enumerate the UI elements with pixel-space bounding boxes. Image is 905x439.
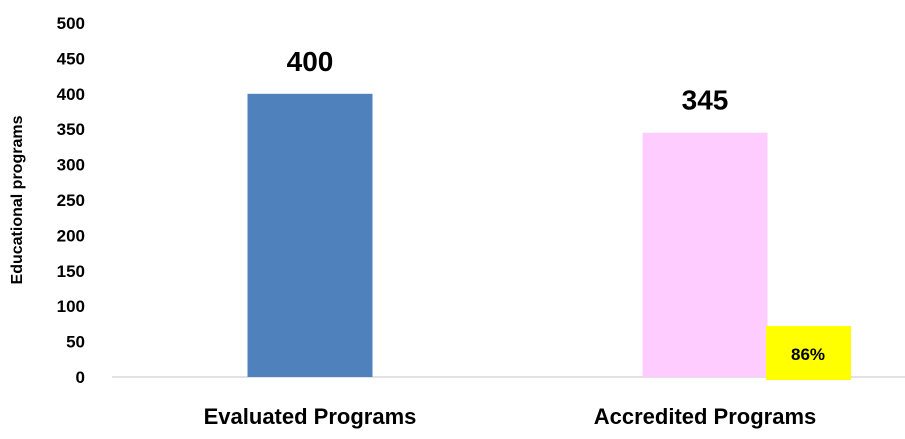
y-tick-label: 450 (57, 49, 85, 68)
y-tick-label: 150 (57, 262, 85, 281)
bar-accredited-programs (642, 132, 768, 377)
y-axis-ticks: 0 50 100 150 200 250 300 350 400 450 500 (57, 14, 85, 387)
y-tick-label: 400 (57, 85, 85, 104)
y-tick-label: 500 (57, 14, 85, 33)
y-axis-label: Educational programs (9, 115, 26, 284)
data-labels: 400 345 (287, 46, 729, 116)
y-tick-label: 50 (66, 333, 85, 352)
bars (247, 93, 768, 378)
y-tick-label: 100 (57, 297, 85, 316)
category-label: Evaluated Programs (204, 404, 417, 429)
y-tick-label: 300 (57, 156, 85, 175)
y-tick-label: 200 (57, 226, 85, 245)
percentage-annotation: 86% (766, 326, 851, 380)
y-tick-label: 250 (57, 191, 85, 210)
data-label: 400 (287, 46, 334, 77)
category-labels: Evaluated Programs Accredited Programs (204, 404, 817, 429)
y-tick-label: 350 (57, 120, 85, 139)
y-tick-label: 0 (76, 368, 85, 387)
percentage-annotation-text: 86% (791, 345, 825, 364)
bar-evaluated-programs (247, 93, 373, 378)
data-label: 345 (682, 85, 729, 116)
percentage-annotation-box (766, 326, 851, 380)
category-label: Accredited Programs (594, 404, 817, 429)
